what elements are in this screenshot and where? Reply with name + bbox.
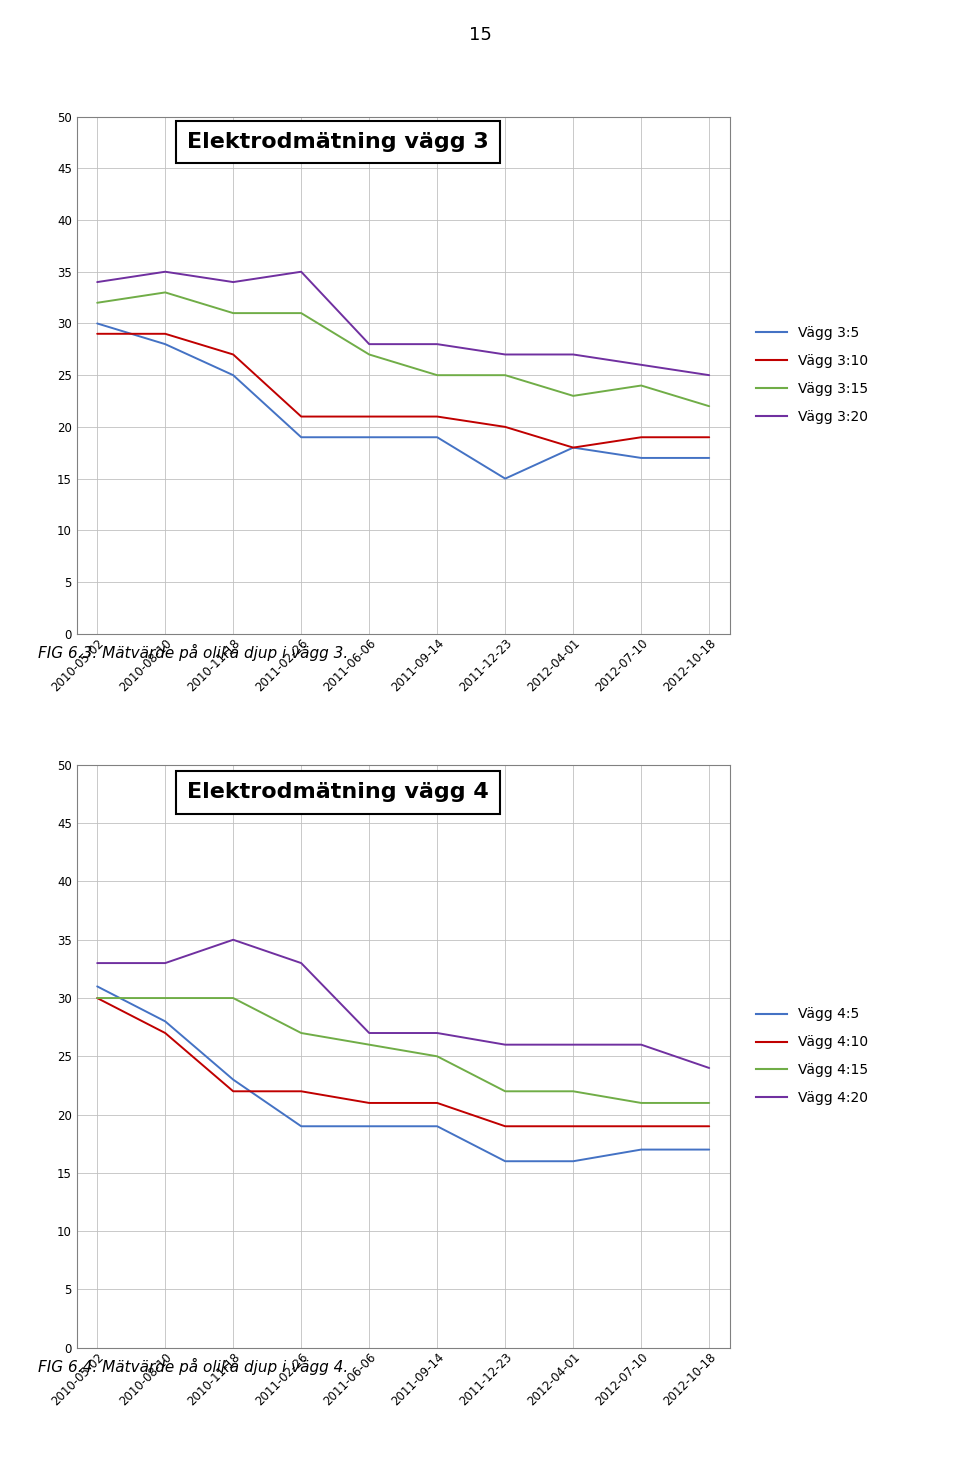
Text: FIG 6.4. Mätvärde på olika djup i vägg 4.: FIG 6.4. Mätvärde på olika djup i vägg 4… xyxy=(38,1358,348,1375)
Legend: Vägg 4:5, Vägg 4:10, Vägg 4:15, Vägg 4:20: Vägg 4:5, Vägg 4:10, Vägg 4:15, Vägg 4:2… xyxy=(756,1007,868,1106)
Text: Elektrodmätning vägg 3: Elektrodmätning vägg 3 xyxy=(187,133,489,152)
Legend: Vägg 3:5, Vägg 3:10, Vägg 3:15, Vägg 3:20: Vägg 3:5, Vägg 3:10, Vägg 3:15, Vägg 3:2… xyxy=(756,326,868,424)
Text: Elektrodmätning vägg 4: Elektrodmätning vägg 4 xyxy=(187,782,489,803)
Text: FIG 6.3. Mätvärde på olika djup i vägg 3.: FIG 6.3. Mätvärde på olika djup i vägg 3… xyxy=(38,644,348,661)
Text: 15: 15 xyxy=(468,26,492,44)
